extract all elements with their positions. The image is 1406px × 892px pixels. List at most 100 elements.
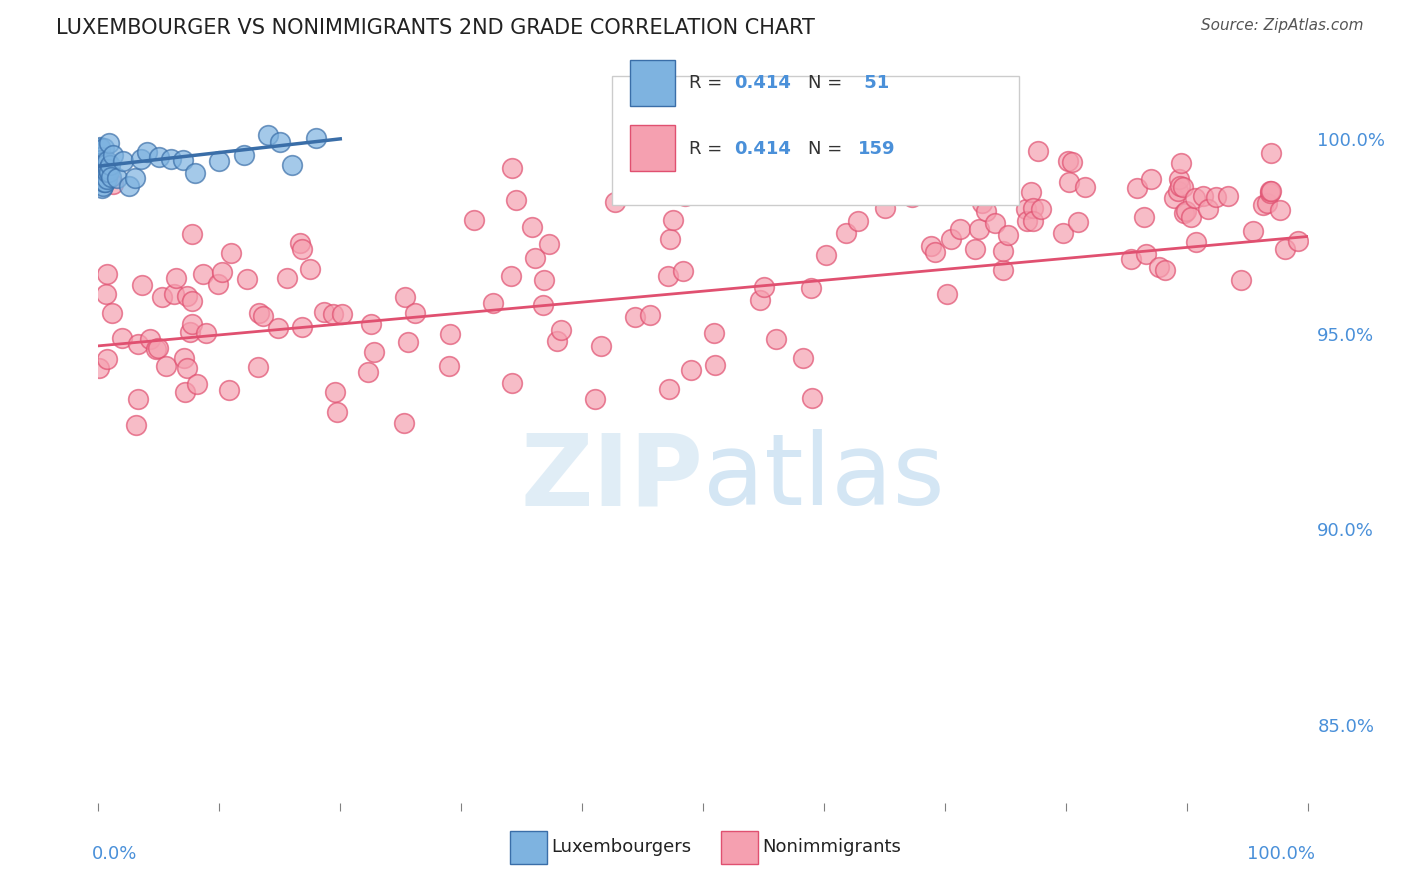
- Point: [1133, 210, 1156, 224]
- Point: [111, 154, 134, 169]
- Point: [191, 268, 214, 282]
- Point: [754, 279, 776, 293]
- Point: [1028, 144, 1050, 158]
- Point: [93, 175, 115, 189]
- Point: [672, 264, 695, 278]
- Point: [89, 161, 111, 176]
- Point: [546, 334, 568, 349]
- Point: [125, 417, 148, 432]
- Point: [800, 391, 823, 405]
- Point: [363, 345, 385, 359]
- Point: [1256, 195, 1278, 210]
- Point: [392, 416, 415, 430]
- Point: [463, 213, 485, 227]
- Point: [520, 219, 543, 234]
- Point: [330, 307, 353, 321]
- Point: [1174, 203, 1197, 218]
- Point: [247, 359, 270, 374]
- Point: [1060, 155, 1083, 169]
- Point: [1258, 186, 1281, 200]
- Point: [160, 153, 183, 167]
- Point: [100, 170, 122, 185]
- Point: [681, 363, 703, 377]
- Point: [1286, 234, 1309, 248]
- Point: [218, 384, 240, 398]
- Point: [90, 153, 112, 167]
- Point: [131, 277, 153, 292]
- Point: [322, 307, 344, 321]
- Point: [1170, 155, 1192, 169]
- Point: [176, 360, 198, 375]
- Point: [1216, 189, 1239, 203]
- Point: [291, 320, 314, 334]
- Point: [524, 251, 547, 265]
- Point: [1184, 191, 1206, 205]
- Point: [90, 164, 112, 178]
- Point: [970, 195, 993, 210]
- Point: [267, 321, 290, 335]
- Point: [835, 226, 858, 240]
- Point: [997, 228, 1019, 243]
- Text: ZIP: ZIP: [520, 429, 703, 526]
- Point: [1230, 273, 1253, 287]
- Point: [118, 178, 141, 193]
- Point: [936, 174, 959, 188]
- Point: [505, 193, 527, 207]
- Point: [291, 243, 314, 257]
- Text: LUXEMBOURGER VS NONIMMIGRANTS 2ND GRADE CORRELATION CHART: LUXEMBOURGER VS NONIMMIGRANTS 2ND GRADE …: [56, 18, 815, 37]
- Point: [928, 181, 950, 195]
- Point: [101, 178, 124, 192]
- Point: [531, 298, 554, 312]
- Point: [589, 338, 612, 352]
- Point: [96, 352, 118, 367]
- Point: [101, 148, 124, 162]
- Point: [792, 351, 814, 365]
- Point: [194, 326, 217, 340]
- Point: [1167, 171, 1189, 186]
- Point: [846, 213, 869, 227]
- Point: [98, 158, 121, 172]
- Point: [90, 164, 112, 178]
- Point: [1173, 205, 1195, 219]
- Point: [920, 239, 942, 253]
- Point: [360, 317, 382, 331]
- Point: [1126, 181, 1149, 195]
- Point: [1052, 226, 1074, 240]
- Point: [703, 326, 725, 340]
- Point: [129, 152, 152, 166]
- Point: [298, 261, 321, 276]
- Point: [89, 161, 111, 175]
- Point: [967, 180, 990, 194]
- Point: [875, 202, 897, 216]
- Point: [537, 236, 560, 251]
- Point: [1022, 213, 1045, 227]
- Point: [247, 306, 270, 320]
- Point: [396, 335, 419, 350]
- Point: [1258, 185, 1281, 199]
- Point: [94, 175, 117, 189]
- Point: [90, 164, 112, 178]
- Point: [276, 270, 298, 285]
- Text: 51: 51: [858, 74, 889, 92]
- Point: [155, 359, 177, 374]
- Point: [550, 323, 572, 337]
- Point: [89, 140, 111, 154]
- Point: [800, 280, 823, 294]
- Point: [935, 286, 957, 301]
- Point: [900, 190, 922, 204]
- Point: [93, 141, 115, 155]
- Point: [1056, 154, 1078, 169]
- Point: [208, 153, 231, 168]
- Text: N =: N =: [808, 140, 848, 158]
- Point: [94, 286, 117, 301]
- Text: atlas: atlas: [703, 429, 945, 526]
- Point: [1153, 263, 1175, 277]
- Text: Nonimmigrants: Nonimmigrants: [762, 838, 901, 856]
- Point: [1170, 178, 1192, 193]
- Point: [814, 247, 837, 261]
- Point: [281, 158, 304, 172]
- Point: [314, 305, 336, 319]
- Point: [1067, 214, 1090, 228]
- Point: [325, 405, 347, 419]
- Point: [1274, 243, 1296, 257]
